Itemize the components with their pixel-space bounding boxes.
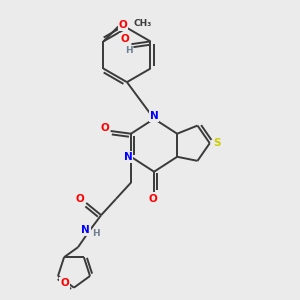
Text: O: O [148, 194, 157, 204]
Text: H: H [92, 229, 100, 238]
Text: N: N [81, 225, 90, 235]
Text: O: O [60, 278, 69, 288]
Text: H: H [125, 46, 133, 56]
Text: O: O [76, 194, 85, 204]
Text: O: O [119, 20, 128, 30]
Text: O: O [100, 123, 109, 133]
Text: N: N [124, 152, 133, 162]
Text: N: N [150, 111, 158, 121]
Text: CH₃: CH₃ [133, 19, 152, 28]
Text: O: O [120, 34, 129, 44]
Text: S: S [214, 138, 221, 148]
